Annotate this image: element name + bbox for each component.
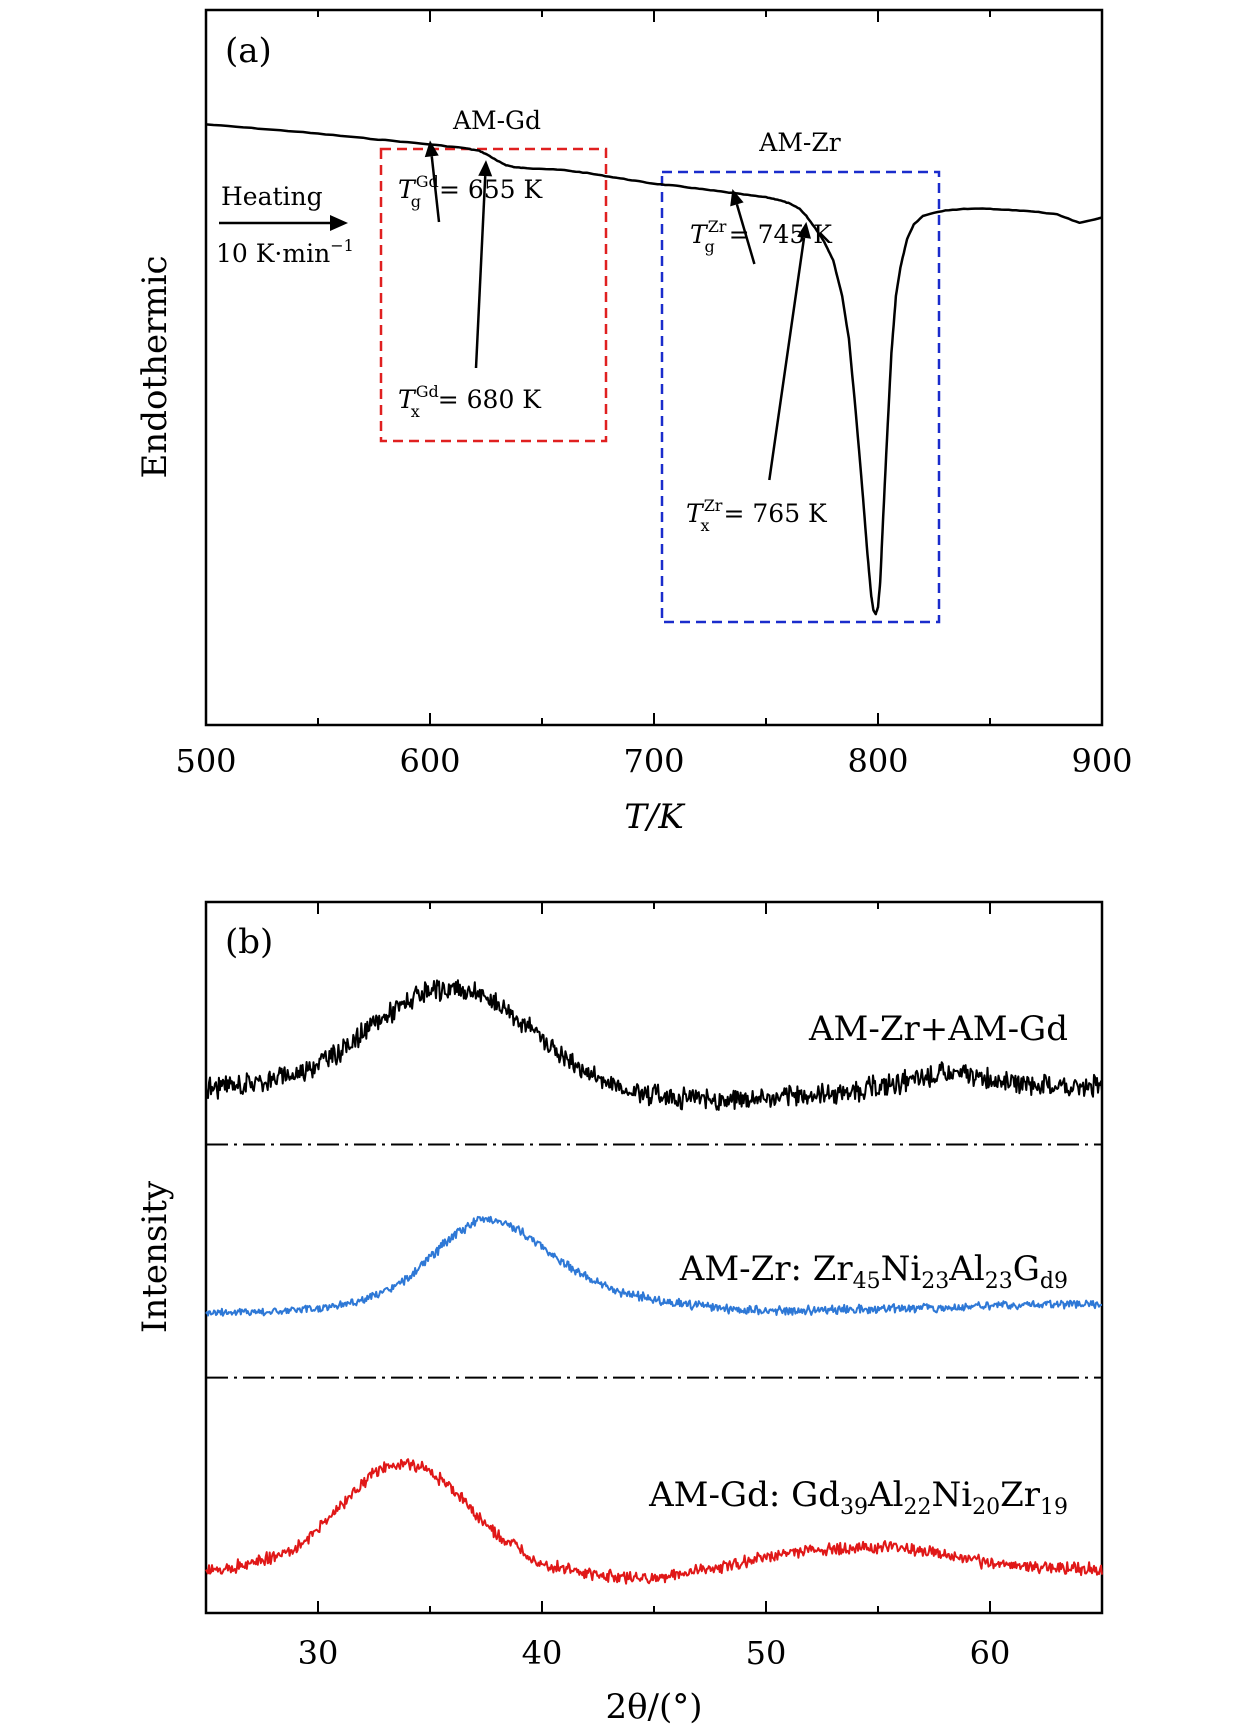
tx-zr-sub: x bbox=[700, 516, 709, 535]
arrow-shaft bbox=[430, 156, 441, 223]
tx-gd-arrow bbox=[474, 160, 493, 369]
tg-zr-value: = 745 K bbox=[729, 220, 834, 249]
tg-zr-sub: g bbox=[704, 237, 714, 256]
tx-gd-label: TGd x = 680 K bbox=[398, 382, 542, 421]
tx-gd-value: = 680 K bbox=[438, 385, 543, 414]
trace-label-am-zr-sub: 45 bbox=[853, 1269, 881, 1294]
tg-gd-value: = 655 K bbox=[439, 175, 544, 204]
panel-a-dsc-chart: (a) 500 600 700 800 900 AM-Gd AM-Zr Heating … bbox=[135, 8, 1133, 837]
x-tick-label: 700 bbox=[623, 742, 684, 780]
am-gd-box-title: AM-Gd bbox=[452, 106, 541, 135]
xrd-series-line bbox=[205, 1215, 1102, 1317]
arrow-head bbox=[424, 140, 439, 158]
x-tick-label: 60 bbox=[970, 1634, 1011, 1672]
tg-gd-arrow bbox=[424, 140, 441, 223]
x-tick-label: 800 bbox=[847, 742, 908, 780]
trace-label-am-zr-sub: 23 bbox=[921, 1269, 949, 1294]
x-tick-label: 30 bbox=[298, 1634, 339, 1672]
xrd-series-line bbox=[205, 1458, 1103, 1585]
arrow-shaft bbox=[735, 204, 756, 265]
dsc-curve bbox=[205, 123, 1103, 616]
panel-b-separators bbox=[206, 1143, 1102, 1379]
trace-label-combined-text: AM-Zr+AM-Gd bbox=[808, 1009, 1068, 1049]
panel-a-x-axis-label: T/K bbox=[624, 797, 686, 837]
trace-label-combined: AM-Zr+AM-Gd bbox=[808, 1009, 1068, 1049]
panel-b-x-ticks bbox=[205, 902, 1103, 1613]
heating-rate-exponent: −1 bbox=[330, 236, 354, 255]
panel-a-label: (a) bbox=[225, 31, 272, 71]
am-gd-region-box bbox=[379, 147, 608, 443]
tx-zr-label: TZr x = 765 K bbox=[686, 496, 828, 535]
arrow-head bbox=[478, 160, 493, 177]
tx-zr-sup: Zr bbox=[704, 496, 723, 515]
trace-label-am-gd-part: Al bbox=[867, 1475, 903, 1515]
heating-rate-value: 10 K·min bbox=[216, 239, 330, 268]
trace-label-am-gd-part: Ni bbox=[931, 1475, 972, 1515]
panel-a-x-tick-labels: 500 600 700 800 900 bbox=[175, 742, 1132, 780]
tg-zr-symbol: T bbox=[690, 220, 709, 249]
panel-b-xrd-chart: (b) 30 40 50 60 AM-Zr+AM-Gd AM-Zr: Zr45Ni23… bbox=[135, 900, 1104, 1727]
trace-label-am-zr-part: Ni bbox=[881, 1249, 922, 1289]
panel-a-y-axis-label: Endothermic bbox=[135, 255, 175, 478]
x-tick-label: 600 bbox=[399, 742, 460, 780]
panel-a-frame bbox=[204, 8, 1104, 727]
tx-gd-sub: x bbox=[411, 402, 420, 421]
tg-zr-label: TZr g = 745 K bbox=[690, 217, 833, 256]
trace-label-am-gd-sub: 19 bbox=[1040, 1495, 1068, 1520]
x-tick-label: 50 bbox=[746, 1634, 787, 1672]
trace-label-am-gd-sub: 22 bbox=[903, 1495, 931, 1520]
heating-rate-label: 10 K·min−1 bbox=[216, 236, 354, 268]
heating-arrow-head bbox=[330, 215, 348, 231]
tg-gd-symbol: T bbox=[398, 175, 417, 204]
trace-label-am-zr-part: Al bbox=[948, 1249, 984, 1289]
tx-gd-sup: Gd bbox=[416, 382, 439, 401]
panel-b-xrd-curves bbox=[205, 979, 1103, 1585]
tg-zr-sup: Zr bbox=[708, 217, 727, 236]
panel-b-x-tick-labels: 30 40 50 60 bbox=[298, 1634, 1011, 1672]
tx-zr-value: = 765 K bbox=[723, 499, 828, 528]
trace-label-am-zr-part: AM-Zr: Zr bbox=[679, 1249, 854, 1289]
panel-b-x-axis-label: 2θ/(°) bbox=[605, 1687, 702, 1727]
trace-label-am-zr-sub: d9 bbox=[1040, 1269, 1068, 1294]
trace-label-am-gd-part: AM-Gd: Gd bbox=[648, 1475, 840, 1515]
arrow-head bbox=[797, 221, 811, 239]
am-zr-region-box bbox=[660, 170, 941, 624]
arrow-shaft bbox=[768, 237, 806, 481]
xrd-series-line bbox=[205, 979, 1103, 1111]
tx-zr-symbol: T bbox=[686, 499, 705, 528]
trace-label-am-zr: AM-Zr: Zr45Ni23Al23Gd9 bbox=[679, 1249, 1068, 1294]
tg-gd-sub: g bbox=[411, 192, 421, 211]
arrow-shaft bbox=[474, 175, 487, 369]
trace-label-am-gd-sub: 20 bbox=[972, 1495, 1000, 1520]
trace-label-am-gd-sub: 39 bbox=[840, 1495, 868, 1520]
tg-gd-label: TGd g = 655 K bbox=[398, 172, 544, 211]
heating-label: Heating bbox=[221, 182, 323, 211]
panel-b-y-axis-label: Intensity bbox=[135, 1180, 175, 1333]
x-tick-label: 40 bbox=[522, 1634, 563, 1672]
panel-b-label: (b) bbox=[225, 922, 273, 962]
tx-gd-symbol: T bbox=[398, 385, 417, 414]
x-tick-label: 900 bbox=[1071, 742, 1132, 780]
trace-label-am-gd: AM-Gd: Gd39Al22Ni20Zr19 bbox=[648, 1475, 1068, 1520]
trace-label-am-gd-part: Zr bbox=[1000, 1475, 1041, 1515]
panel-a-x-ticks bbox=[205, 10, 1103, 725]
x-tick-label: 500 bbox=[175, 742, 236, 780]
am-zr-box-title: AM-Zr bbox=[758, 128, 840, 157]
trace-label-am-zr-part: G bbox=[1013, 1249, 1040, 1289]
tx-zr-arrow bbox=[768, 221, 811, 481]
trace-label-am-zr-sub: 23 bbox=[985, 1269, 1013, 1294]
